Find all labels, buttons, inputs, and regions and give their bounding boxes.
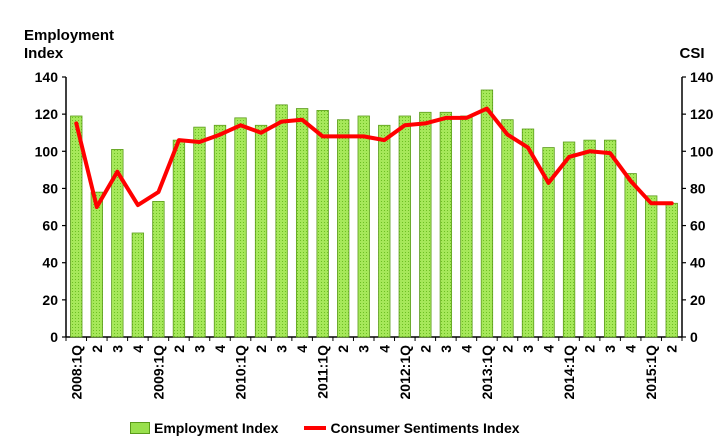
x-tick-label: 4 <box>130 345 146 353</box>
x-tick-label: 2 <box>253 345 269 353</box>
x-tick-label: 3 <box>274 345 290 353</box>
x-tick-label: 3 <box>356 345 372 353</box>
left-axis-title-line2: Index <box>24 45 64 62</box>
bar <box>603 139 617 338</box>
bar <box>234 117 247 338</box>
legend: Employment Index Consumer Sentiments Ind… <box>130 417 546 439</box>
legend-swatch-line <box>304 426 327 430</box>
x-tick-label: 3 <box>109 345 125 353</box>
legend-label-csi: Consumer Sentiments Index <box>330 420 520 436</box>
x-tick-label: 2009:1Q <box>150 345 166 400</box>
x-tick-label: 4 <box>294 345 310 353</box>
x-tick-label: 2 <box>417 345 433 353</box>
bar <box>583 139 596 338</box>
left-y-tick-label: 60 <box>42 218 58 234</box>
bar <box>645 195 658 338</box>
line-series <box>74 106 674 209</box>
bar <box>378 124 391 338</box>
right-y-tick-label: 100 <box>690 143 714 159</box>
bar <box>295 108 309 338</box>
left-y-tick-label: 120 <box>35 106 59 122</box>
legend-item-csi: Consumer Sentiments Index <box>304 420 520 436</box>
legend-item-employment: Employment Index <box>130 420 278 436</box>
x-tick-label: 2 <box>582 345 598 353</box>
right-y-tick-label: 40 <box>690 255 706 271</box>
bar <box>70 115 83 338</box>
bar <box>419 111 432 338</box>
x-tick-label: 2 <box>664 345 680 353</box>
axes <box>62 76 686 341</box>
left-y-tick-label: 140 <box>35 69 59 85</box>
x-tick-label: 2 <box>335 345 351 353</box>
x-tick-label: 3 <box>602 345 618 353</box>
x-tick-label: 2012:1Q <box>397 345 413 400</box>
bar <box>213 124 227 338</box>
left-y-tick-label: 100 <box>35 143 59 159</box>
right-y-tick-label: 80 <box>690 180 706 196</box>
right-y-tick-label: 120 <box>690 106 714 122</box>
x-tick-label: 2014:1Q <box>561 345 577 400</box>
bar <box>337 119 350 338</box>
bar <box>357 115 370 338</box>
x-tick-label: 4 <box>541 345 557 353</box>
bar <box>460 115 473 338</box>
x-tick-label: 2 <box>171 345 187 353</box>
bar <box>254 124 268 338</box>
right-y-tick-label: 20 <box>690 292 706 308</box>
x-tick-label: 2010:1Q <box>233 345 249 400</box>
x-tick-label: 2011:1Q <box>315 345 331 399</box>
bar <box>275 104 288 338</box>
x-tick-label: 3 <box>438 345 454 353</box>
left-y-tick-label: 20 <box>42 292 58 308</box>
x-tick-label: 4 <box>212 345 228 353</box>
left-y-tick-label: 0 <box>50 329 58 345</box>
right-y-tick-label: 140 <box>690 69 714 85</box>
bar <box>90 191 103 338</box>
right-y-tick-label: 60 <box>690 218 706 234</box>
bar <box>193 126 206 338</box>
bar <box>501 119 514 338</box>
bar <box>624 173 637 338</box>
left-y-tick-label: 80 <box>42 180 58 196</box>
x-tick-label: 4 <box>458 345 474 353</box>
tick-labels: 0 0 20 20 40 40 60 60 80 80 100 100 120 120 140 140 2008… <box>35 69 714 399</box>
left-axis-title-line1: Employment <box>24 27 114 44</box>
x-tick-label: 2013:1Q <box>479 345 495 400</box>
right-y-tick-label: 0 <box>690 329 698 345</box>
x-tick-label: 3 <box>191 345 207 353</box>
x-tick-label: 4 <box>376 345 392 353</box>
legend-swatch-bar <box>130 422 150 434</box>
x-tick-label: 2015:1Q <box>643 345 659 400</box>
x-tick-label: 2 <box>89 345 105 353</box>
legend-label-employment: Employment Index <box>154 420 279 436</box>
x-tick-label: 3 <box>520 345 536 353</box>
bar <box>480 89 494 338</box>
bar <box>316 110 329 338</box>
bar <box>665 202 678 338</box>
bar <box>398 115 411 338</box>
x-tick-label: 2008:1Q <box>68 345 84 400</box>
bar-series <box>70 89 678 338</box>
right-axis-title: CSI <box>679 45 704 62</box>
bar <box>152 201 165 338</box>
x-tick-label: 4 <box>623 345 639 353</box>
bar <box>131 232 145 338</box>
bar <box>111 149 124 338</box>
bar <box>439 111 453 338</box>
left-y-tick-label: 40 <box>42 255 58 271</box>
bar <box>562 141 576 338</box>
x-tick-label: 2 <box>499 345 515 353</box>
csi-line <box>74 106 674 209</box>
bar <box>542 147 555 338</box>
bar <box>521 128 535 338</box>
bar <box>172 139 186 338</box>
